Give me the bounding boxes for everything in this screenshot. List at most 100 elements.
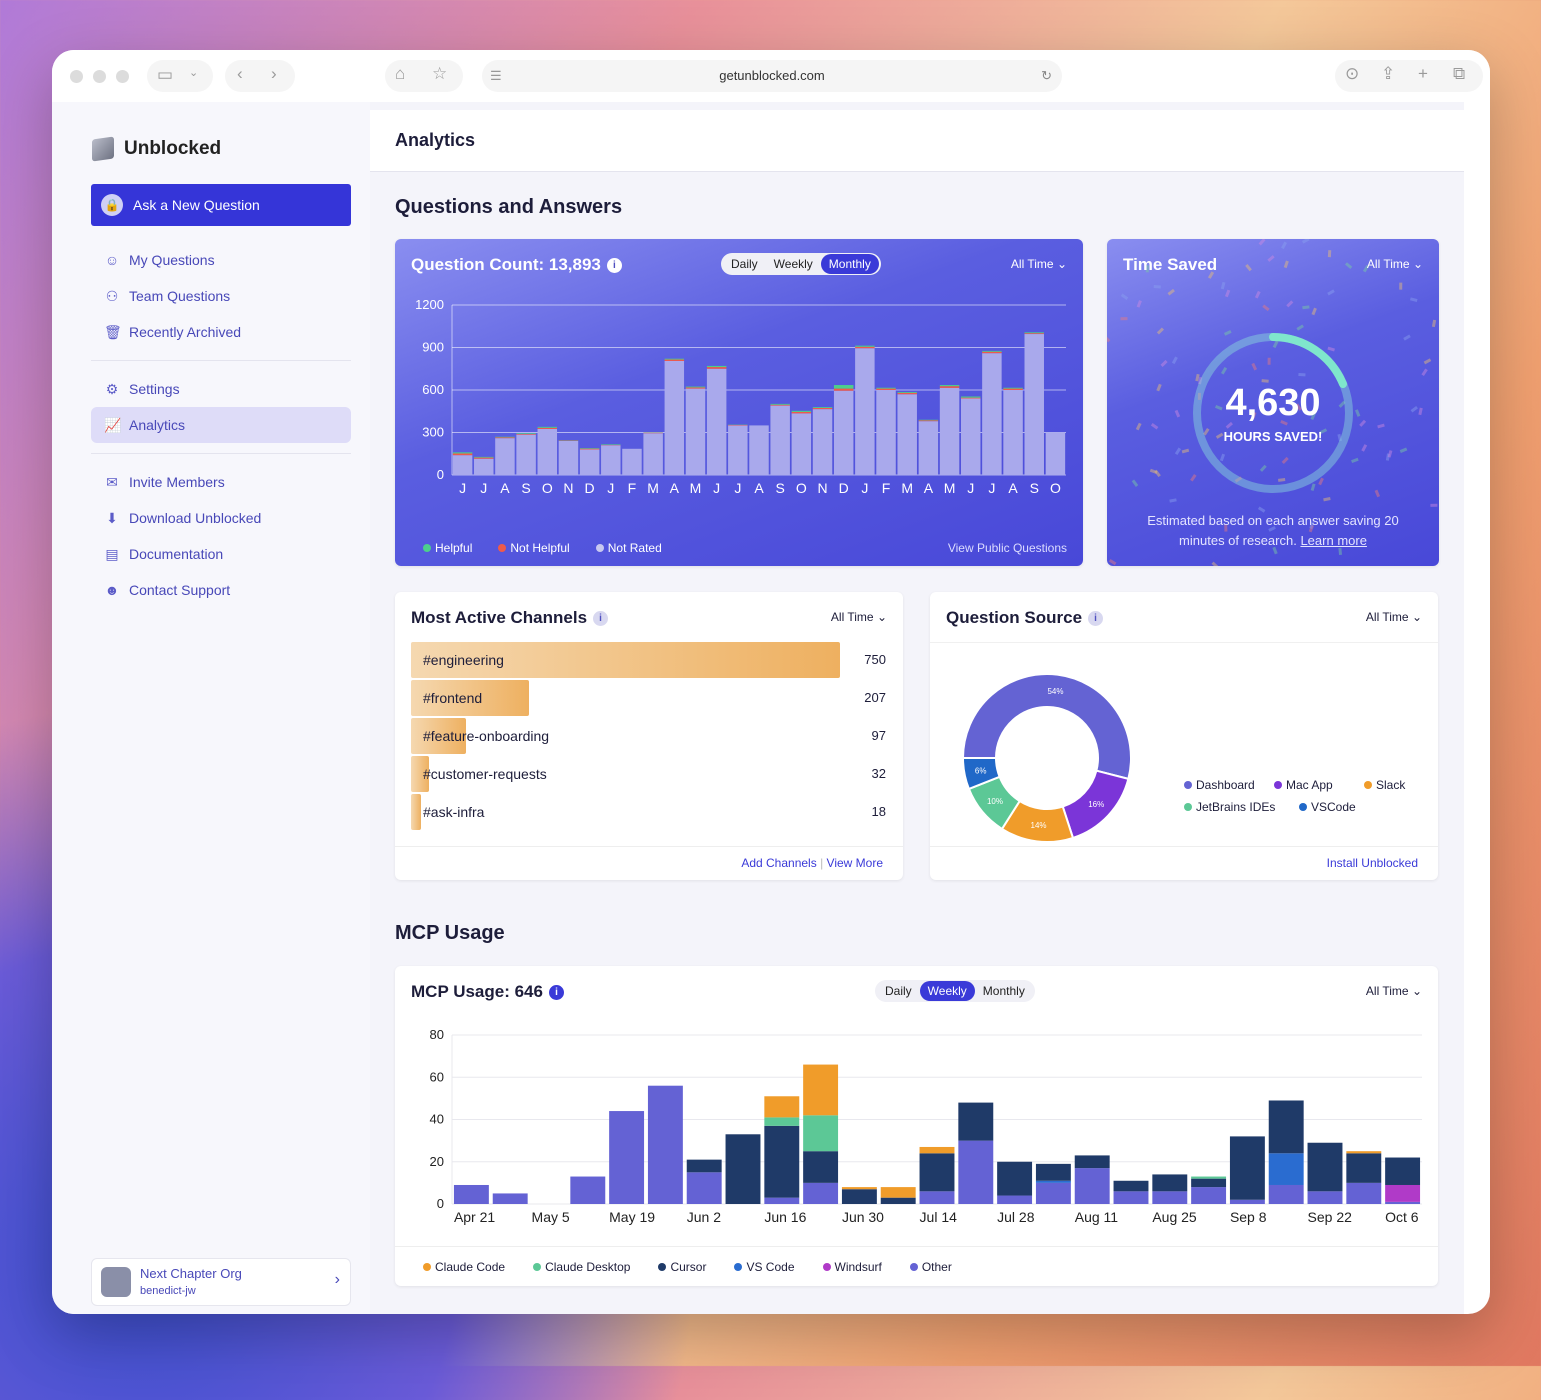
legend-dot — [910, 1263, 918, 1271]
legend-item: VS Code — [734, 1260, 794, 1274]
divider — [395, 846, 903, 847]
range-dropdown[interactable]: All Time ⌄ — [1366, 610, 1422, 624]
legend-not-helpful: Not Helpful — [498, 541, 569, 555]
new-tab-icon[interactable]: + — [1418, 64, 1428, 84]
bar-segment-not-helpful — [834, 389, 853, 391]
x-tick-label: M — [901, 480, 913, 496]
range-label: All Time — [831, 610, 874, 624]
bar-segment-claude-code — [764, 1096, 799, 1117]
legend-label: Slack — [1376, 778, 1405, 792]
bar-segment-not-helpful — [792, 412, 811, 413]
brand-name: Unblocked — [124, 138, 221, 160]
sidebar-item-invite-members[interactable]: ✉Invite Members — [91, 464, 351, 500]
bar-segment-claude-code — [881, 1187, 916, 1198]
section-title-mcp: MCP Usage — [395, 922, 505, 945]
org-avatar — [101, 1267, 131, 1297]
star-icon[interactable]: ☆ — [432, 64, 447, 84]
bar-segment-not-rated — [495, 438, 514, 475]
x-tick-label: J — [713, 480, 720, 496]
hours-saved-label: HOURS SAVED! — [1107, 429, 1439, 444]
address-bar[interactable]: ☰ getunblocked.com ↻ — [482, 60, 1062, 92]
sidebar-item-my-questions[interactable]: ☺My Questions — [91, 242, 351, 278]
url-text: getunblocked.com — [719, 68, 825, 83]
bar-segment-not-helpful — [665, 360, 684, 361]
bar-segment-cursor — [803, 1151, 838, 1183]
page-menu-icon[interactable]: ☰ — [490, 60, 502, 92]
x-tick-label: Jun 16 — [764, 1209, 806, 1225]
sidebar-item-documentation[interactable]: ▤Documentation — [91, 536, 351, 572]
bar-segment-helpful — [516, 433, 535, 434]
sidebar-item-contact-support[interactable]: ☻Contact Support — [91, 572, 351, 608]
y-tick-label: 900 — [422, 340, 444, 355]
bar-segment-not-rated — [601, 445, 620, 475]
close-window-button[interactable] — [70, 70, 83, 83]
sidebar-item-recently-archived[interactable]: 🗑Recently Archived — [91, 314, 351, 350]
bar-segment-cursor — [687, 1160, 722, 1173]
qc-legend: Helpful Not Helpful Not Rated — [423, 541, 662, 555]
x-tick-label: Jul 28 — [997, 1209, 1035, 1225]
bar-segment-not-rated — [707, 369, 726, 475]
bar-segment-helpful — [770, 404, 789, 405]
sidebar-item-analytics[interactable]: 📈Analytics — [91, 407, 351, 443]
legend-dot — [423, 1263, 431, 1271]
download-icon[interactable]: ⊙ — [1345, 64, 1359, 84]
reload-icon[interactable]: ↻ — [1041, 60, 1052, 92]
range-dropdown[interactable]: All Time ⌄ — [831, 610, 887, 624]
bar-segment-not-helpful — [495, 437, 514, 438]
x-tick-label: O — [1050, 480, 1061, 496]
bar-segment-cursor — [1308, 1143, 1343, 1192]
bar-segment-cursor — [958, 1103, 993, 1141]
home-icon[interactable]: ⌂ — [395, 64, 405, 84]
bar-segment-not-rated — [813, 409, 832, 475]
bar-segment-claude-code — [920, 1147, 955, 1153]
brand-logo[interactable]: Unblocked — [92, 138, 221, 160]
learn-more-link[interactable]: Learn more — [1300, 533, 1366, 548]
main-content: Analytics Questions and Answers Question… — [370, 102, 1464, 1314]
user-name: benedict-jw — [140, 1285, 196, 1297]
view-more-link[interactable]: View More — [827, 856, 883, 870]
back-icon[interactable]: ‹ — [237, 64, 243, 84]
sidebar-toggle-button[interactable]: ▭⌄ — [147, 60, 213, 92]
bar-segment-not-rated — [834, 391, 853, 475]
lock-avatar-icon: 🔒 — [101, 194, 123, 216]
x-tick-label: A — [670, 480, 680, 496]
sidebar-item-team-questions[interactable]: ⚇Team Questions — [91, 278, 351, 314]
bar-segment-helpful — [897, 392, 916, 393]
info-icon[interactable]: i — [593, 611, 608, 626]
range-label: All Time — [1366, 610, 1409, 624]
sidebar-icon: ▭ — [157, 65, 173, 85]
legend-dot — [1364, 781, 1372, 789]
forward-icon[interactable]: › — [271, 64, 277, 84]
bar-segment-cursor — [920, 1153, 955, 1191]
legend-item: Other — [910, 1260, 952, 1274]
bar-segment-cursor — [1385, 1158, 1420, 1185]
chevron-right-icon: › — [335, 1271, 340, 1289]
bar-segment-not-rated — [728, 425, 747, 475]
legend-not-rated: Not Rated — [596, 541, 662, 555]
sidebar-item-settings[interactable]: ⚙Settings — [91, 371, 351, 407]
hours-saved-value: 4,630 — [1107, 382, 1439, 425]
ask-question-button[interactable]: 🔒Ask a New Question — [91, 184, 351, 226]
chart-icon: 📈 — [104, 417, 120, 434]
tabs-overview-icon[interactable]: ⧉ — [1453, 64, 1465, 84]
bar-segment-not-helpful — [897, 393, 916, 394]
view-public-questions-link[interactable]: View Public Questions — [948, 541, 1067, 555]
zoom-window-button[interactable] — [116, 70, 129, 83]
bar-segment-not-rated — [749, 425, 768, 475]
bar-segment-helpful — [1025, 332, 1044, 333]
share-icon[interactable]: ⇪ — [1381, 64, 1395, 84]
x-tick-label: May 5 — [532, 1209, 570, 1225]
add-channels-link[interactable]: Add Channels — [741, 856, 816, 870]
info-icon[interactable]: i — [1088, 611, 1103, 626]
install-unblocked-link[interactable]: Install Unblocked — [1327, 856, 1418, 870]
sidebar-item-download[interactable]: ⬇Download Unblocked — [91, 500, 351, 536]
minimize-window-button[interactable] — [93, 70, 106, 83]
